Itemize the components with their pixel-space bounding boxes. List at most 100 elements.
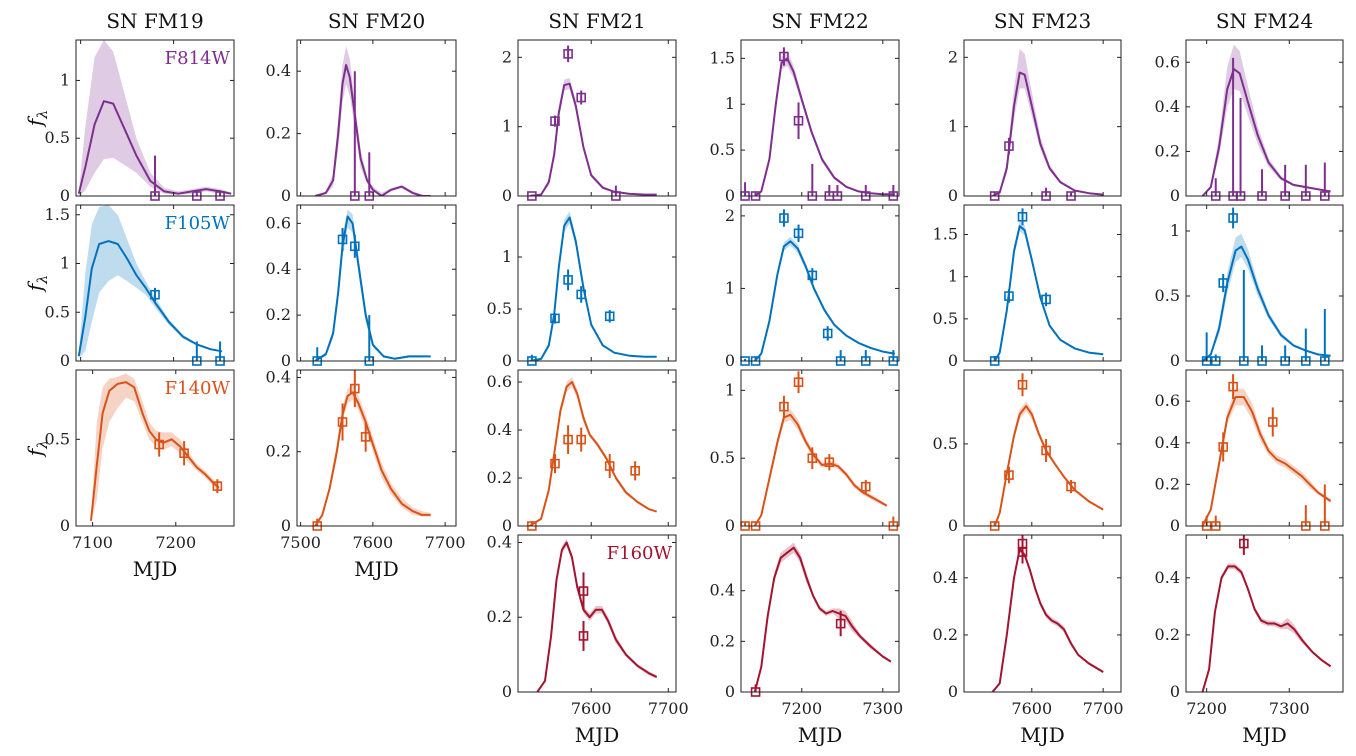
data-point (1004, 470, 1014, 480)
filter-label: F814W (165, 48, 231, 69)
ytick-label: 0 (948, 186, 958, 205)
xtick-label: 7200 (155, 533, 196, 552)
ytick-label: 0.5 (45, 128, 70, 147)
panel-frame (740, 369, 900, 527)
data-point (550, 458, 560, 469)
ytick-label: 0.5 (1155, 286, 1180, 305)
ytick-label: 0.4 (710, 581, 735, 600)
data-point (822, 328, 833, 339)
ytick-label: 0.4 (1155, 568, 1180, 587)
panel-frame (517, 39, 677, 197)
ytick-label: 0.4 (266, 367, 291, 386)
ytick-label: 0.6 (266, 213, 291, 232)
data-point (154, 439, 164, 450)
data-point (1041, 294, 1051, 305)
xtick-label: 7700 (1083, 699, 1124, 718)
data-point (1017, 212, 1028, 222)
model-uncertainty-band (994, 221, 1104, 361)
data-point (793, 377, 804, 388)
ytick-label: 2 (725, 206, 735, 225)
model-uncertainty-band (91, 373, 219, 523)
model-uncertainty-band (992, 49, 1104, 196)
column-title: SN FM23 (994, 9, 1091, 33)
panel-frame (75, 369, 235, 527)
model-light-curve (314, 215, 431, 361)
ytick-label: 1 (725, 94, 735, 113)
model-light-curve (314, 64, 431, 196)
ytick-label: 0.2 (1155, 625, 1180, 644)
data-point (779, 213, 789, 223)
data-point (779, 51, 789, 62)
model-light-curve (754, 57, 895, 196)
data-point (179, 448, 189, 459)
panel-sn-fm19-f105w: 0 0.5 1 1.5 F105W (45, 204, 235, 370)
panel-sn-fm23-f105w: 0 0.5 1 1.5 (933, 204, 1122, 370)
filter-label: F140W (165, 378, 231, 399)
ytick-label: 0.5 (487, 299, 512, 318)
x-axis-label: MJD (798, 723, 843, 747)
xtick-label: 7600 (571, 699, 612, 718)
ytick-label: 0.6 (1155, 391, 1180, 410)
ytick-label: 1 (948, 117, 958, 136)
ytick-label: 0 (948, 682, 958, 701)
column-title: SN FM22 (771, 9, 868, 33)
data-point (350, 241, 360, 252)
ytick-label: 0.5 (933, 434, 958, 453)
data-point (807, 270, 818, 281)
ytick-label: 0 (502, 351, 512, 370)
data-point (835, 618, 846, 629)
model-uncertainty-band (754, 409, 887, 526)
panel-sn-fm24-f814w: 0 0.2 0.4 0.6 (1155, 39, 1344, 205)
data-point (563, 49, 573, 59)
ytick-label: 0.2 (710, 631, 735, 650)
panel-frame (75, 39, 235, 197)
ytick-label: 0 (725, 186, 735, 205)
ytick-label: 2 (948, 47, 958, 66)
ytick-label: 1 (948, 267, 958, 286)
ytick-label: 0 (725, 682, 735, 701)
ytick-label: 0.5 (45, 302, 70, 321)
data-point (1004, 291, 1014, 301)
ytick-label: 0.4 (933, 568, 958, 587)
xtick-label: 7600 (353, 533, 394, 552)
model-light-curve (77, 100, 232, 195)
ytick-label: 1 (60, 70, 70, 89)
panel-frame (963, 369, 1122, 527)
data-point (563, 434, 573, 445)
data-point (578, 586, 589, 596)
ytick-label: 0.2 (487, 468, 512, 487)
ytick-label: 0 (725, 516, 735, 535)
ytick-label: 0 (948, 516, 958, 535)
ytick-label: 0.6 (487, 372, 512, 391)
ytick-label: 0 (1170, 186, 1180, 205)
ytick-label: 0.2 (266, 124, 291, 143)
data-point (824, 457, 835, 468)
panel-sn-fm21-f814w: 0 1 2 (502, 39, 677, 205)
model-light-curve (314, 391, 431, 526)
model-uncertainty-band (315, 384, 431, 526)
data-point (550, 116, 560, 126)
panel-sn-fm21-f140w: 0 0.2 0.4 0.6 (487, 369, 677, 535)
panel-frame (296, 369, 457, 527)
ytick-label: 1 (502, 117, 512, 136)
xtick-label: 7600 (1011, 699, 1052, 718)
model-light-curve (529, 381, 657, 526)
ytick-label: 0.2 (1155, 474, 1180, 493)
ytick-label: 1 (502, 247, 512, 266)
panel-sn-fm19-f814w: 0 0.5 1 F814W (45, 39, 235, 205)
model-light-curve (754, 240, 896, 361)
panel-frame (963, 204, 1122, 362)
data-point (337, 234, 348, 245)
ytick-label: 0.5 (45, 429, 70, 448)
panel-sn-fm24-f105w: 00.51 (1155, 204, 1344, 370)
ytick-label: 0 (281, 351, 291, 370)
ytick-label: 2 (502, 47, 512, 66)
panel-sn-fm23-f814w: 0 1 2 (948, 39, 1122, 205)
data-point (1066, 481, 1076, 492)
data-point (793, 228, 804, 239)
ytick-label: 0 (725, 351, 735, 370)
ytick-label: 0.4 (487, 532, 512, 551)
panel-sn-fm19-f140w: 0 0.5 7100 7200 MJD F140W (45, 369, 235, 581)
ytick-label: 1.5 (933, 225, 958, 244)
ytick-label: 0.5 (710, 448, 735, 467)
